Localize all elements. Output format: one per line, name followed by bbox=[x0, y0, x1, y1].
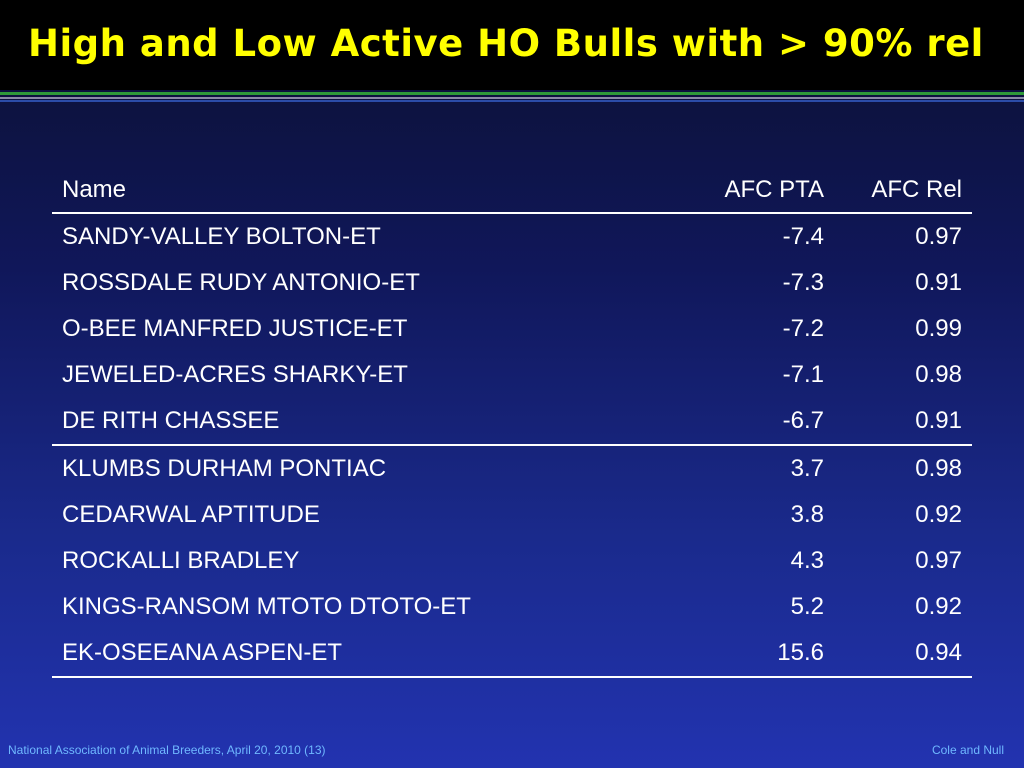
bull-name: EK-OSEEANA ASPEN-ET bbox=[52, 630, 684, 678]
afc-pta-value: -7.3 bbox=[782, 269, 824, 296]
afc-pta-value: 5.2 bbox=[790, 593, 824, 620]
afc-rel-value: 0.92 bbox=[915, 501, 962, 528]
afc-rel-value: 0.97 bbox=[915, 547, 962, 574]
header-name: Name bbox=[52, 168, 684, 214]
table-row: SANDY-VALLEY BOLTON-ET -7.4 0.97 bbox=[52, 213, 972, 260]
table-row: O-BEE MANFRED JUSTICE-ET -7.2 0.99 bbox=[52, 306, 972, 352]
title-divider-green bbox=[0, 92, 1024, 95]
header-afc-rel: AFC Rel bbox=[834, 168, 972, 214]
bull-name: DE RITH CHASSEE bbox=[52, 398, 684, 446]
table-row: KINGS-RANSOM MTOTO DTOTO-ET 5.2 0.92 bbox=[52, 584, 972, 630]
afc-pta-value: 3.8 bbox=[790, 501, 824, 528]
bulls-table: Name AFC PTA AFC Rel SANDY-VALLEY BOLTON… bbox=[52, 168, 972, 678]
afc-rel-value: 0.91 bbox=[915, 269, 962, 296]
table-row: CEDARWAL APTITUDE 3.8 0.92 bbox=[52, 492, 972, 538]
afc-pta-value: -7.2 bbox=[782, 315, 824, 342]
table-row: EK-OSEEANA ASPEN-ET 15.6 0.94 bbox=[52, 630, 972, 678]
afc-rel-value: 0.99 bbox=[915, 315, 962, 342]
bull-name: O-BEE MANFRED JUSTICE-ET bbox=[62, 315, 408, 342]
table-row: JEWELED-ACRES SHARKY-ET -7.1 0.98 bbox=[52, 352, 972, 398]
table-row: DE RITH CHASSEE -6.7 0.91 bbox=[52, 398, 972, 446]
table-row: ROSSDALE RUDY ANTONIO-ET -7.3 0.91 bbox=[52, 260, 972, 306]
slide-title: High and Low Active HO Bulls with > 90% … bbox=[28, 22, 984, 65]
afc-pta-value: 15.6 bbox=[684, 630, 834, 678]
afc-rel-value: 0.94 bbox=[834, 630, 972, 678]
afc-pta-value: -7.1 bbox=[782, 361, 824, 388]
afc-rel-value: 0.92 bbox=[915, 593, 962, 620]
afc-rel-value: 0.91 bbox=[834, 398, 972, 446]
afc-rel-value: 0.98 bbox=[915, 455, 962, 482]
title-divider-blue bbox=[0, 100, 1024, 102]
afc-pta-value: -7.4 bbox=[782, 223, 824, 250]
afc-rel-value: 0.98 bbox=[915, 361, 962, 388]
table-header-row: Name AFC PTA AFC Rel bbox=[52, 168, 972, 214]
afc-pta-value: -6.7 bbox=[684, 398, 834, 446]
table-row: ROCKALLI BRADLEY 4.3 0.97 bbox=[52, 538, 972, 584]
afc-pta-value: 4.3 bbox=[790, 547, 824, 574]
bull-name: KLUMBS DURHAM PONTIAC bbox=[62, 455, 387, 482]
afc-rel-value: 0.97 bbox=[915, 223, 962, 250]
bull-name: ROCKALLI BRADLEY bbox=[62, 547, 300, 574]
title-divider-gray bbox=[0, 97, 1024, 99]
title-bar: High and Low Active HO Bulls with > 90% … bbox=[0, 0, 1024, 90]
table-row: KLUMBS DURHAM PONTIAC 3.7 0.98 bbox=[52, 445, 972, 492]
header-afc-pta: AFC PTA bbox=[684, 168, 834, 214]
bull-name: ROSSDALE RUDY ANTONIO-ET bbox=[62, 269, 420, 296]
bull-name: SANDY-VALLEY BOLTON-ET bbox=[62, 223, 381, 250]
bull-name: KINGS-RANSOM MTOTO DTOTO-ET bbox=[62, 593, 471, 620]
bull-name: CEDARWAL APTITUDE bbox=[62, 501, 320, 528]
footer-authors: Cole and Null bbox=[931, 743, 1004, 757]
footer-source: National Association of Animal Breeders,… bbox=[8, 743, 326, 757]
afc-pta-value: 3.7 bbox=[790, 455, 824, 482]
bull-name: JEWELED-ACRES SHARKY-ET bbox=[62, 361, 408, 388]
